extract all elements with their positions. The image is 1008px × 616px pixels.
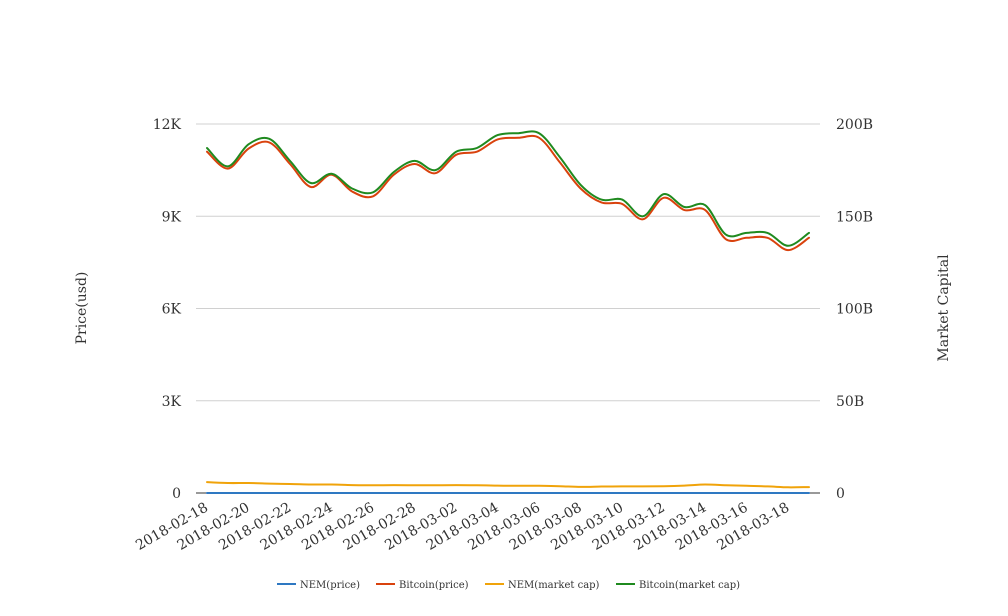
legend-label: NEM(price) <box>300 580 360 591</box>
y-axis-left-title: Price(usd) <box>74 272 90 345</box>
gridlines <box>196 123 820 494</box>
y-right-tick-label: 50B <box>836 394 864 410</box>
y-right-tick-label: 0 <box>836 486 845 502</box>
y-right-tick-label: 150B <box>836 209 873 225</box>
y-left-tick-label: 0 <box>172 486 181 502</box>
legend-item-nem-price: NEM(price) <box>277 580 360 591</box>
legend-item-bitcoin-price: Bitcoin(price) <box>376 580 469 591</box>
y-left-tick-label: 3K <box>162 394 182 410</box>
right-axis-ticks: 0 50B 100B 150B 200B <box>836 117 873 502</box>
y-left-tick-label: 9K <box>162 209 182 225</box>
legend: NEM(price) Bitcoin(price) NEM(market cap) B… <box>277 580 740 591</box>
series-lines <box>206 130 810 495</box>
series-line-nem-market-cap <box>206 481 810 489</box>
y-left-tick-label: 6K <box>162 302 182 318</box>
series-line-bitcoin-price <box>206 134 810 252</box>
legend-label: Bitcoin(price) <box>399 580 469 591</box>
y-left-tick-label: 12K <box>153 117 182 133</box>
legend-item-bitcoin-market-cap: Bitcoin(market cap) <box>616 580 740 591</box>
left-axis-ticks: 0 3K 6K 9K 12K <box>153 117 182 502</box>
legend-label: NEM(market cap) <box>508 580 600 591</box>
legend-item-nem-market-cap: NEM(market cap) <box>485 580 600 591</box>
y-right-tick-label: 200B <box>836 117 873 133</box>
series-line-bitcoin-market-cap <box>206 130 810 247</box>
legend-label: Bitcoin(market cap) <box>639 580 740 591</box>
y-right-tick-label: 100B <box>836 302 873 318</box>
x-axis-ticks: 2018-02-182018-02-202018-02-222018-02-24… <box>133 500 792 554</box>
y-axis-right-title: Market Capital <box>936 254 952 362</box>
